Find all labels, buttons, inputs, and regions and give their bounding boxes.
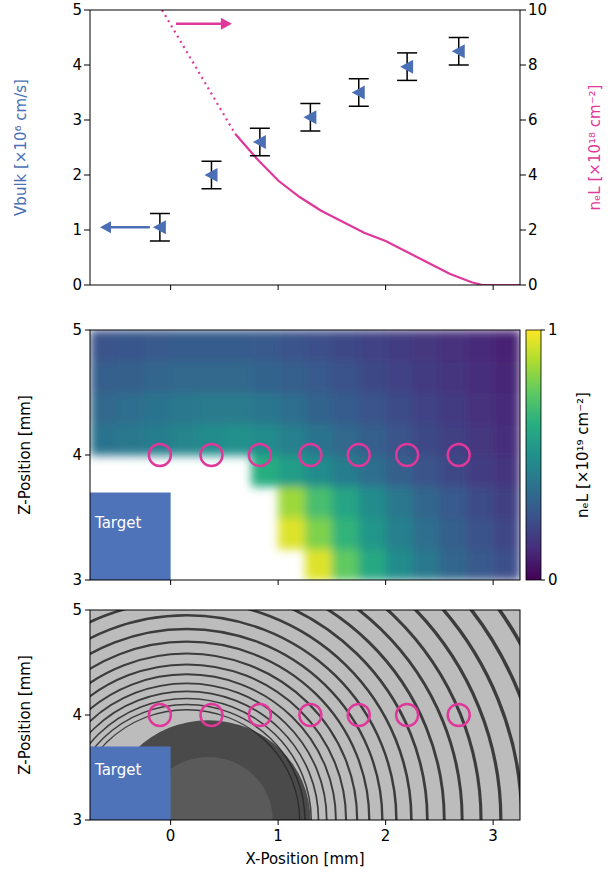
svg-text:3: 3 <box>488 827 498 845</box>
svg-text:10: 10 <box>528 1 547 19</box>
svg-text:2: 2 <box>528 221 538 239</box>
svg-text:4: 4 <box>72 706 82 724</box>
svg-text:3: 3 <box>72 811 82 829</box>
svg-text:4: 4 <box>528 166 538 184</box>
svg-text:nₑL [×10¹⁸ cm⁻²]: nₑL [×10¹⁸ cm⁻²] <box>586 85 604 211</box>
svg-text:5: 5 <box>72 1 82 19</box>
svg-text:5: 5 <box>72 321 82 339</box>
svg-text:1: 1 <box>548 321 558 339</box>
svg-text:Vbulk [×10⁶ cm/s]: Vbulk [×10⁶ cm/s] <box>12 79 30 216</box>
svg-text:Z-Position [mm]: Z-Position [mm] <box>16 655 34 775</box>
svg-text:0: 0 <box>548 571 558 589</box>
svg-text:3: 3 <box>72 111 82 129</box>
svg-text:6: 6 <box>528 111 538 129</box>
svg-text:Z-Position [mm]: Z-Position [mm] <box>16 395 34 515</box>
svg-text:Target: Target <box>94 761 142 779</box>
svg-text:8: 8 <box>528 56 538 74</box>
svg-text:1: 1 <box>273 827 283 845</box>
svg-text:0: 0 <box>166 827 176 845</box>
svg-text:0: 0 <box>72 276 82 294</box>
svg-text:4: 4 <box>72 56 82 74</box>
svg-text:2: 2 <box>381 827 391 845</box>
svg-text:5: 5 <box>72 601 82 619</box>
svg-text:Target: Target <box>94 514 142 532</box>
svg-text:3: 3 <box>72 571 82 589</box>
svg-text:4: 4 <box>72 446 82 464</box>
svg-text:nₑL [×10¹⁹ cm⁻²]: nₑL [×10¹⁹ cm⁻²] <box>574 392 592 518</box>
svg-text:0: 0 <box>528 276 538 294</box>
svg-text:2: 2 <box>72 166 82 184</box>
svg-text:1: 1 <box>72 221 82 239</box>
svg-text:X-Position [mm]: X-Position [mm] <box>245 850 364 868</box>
